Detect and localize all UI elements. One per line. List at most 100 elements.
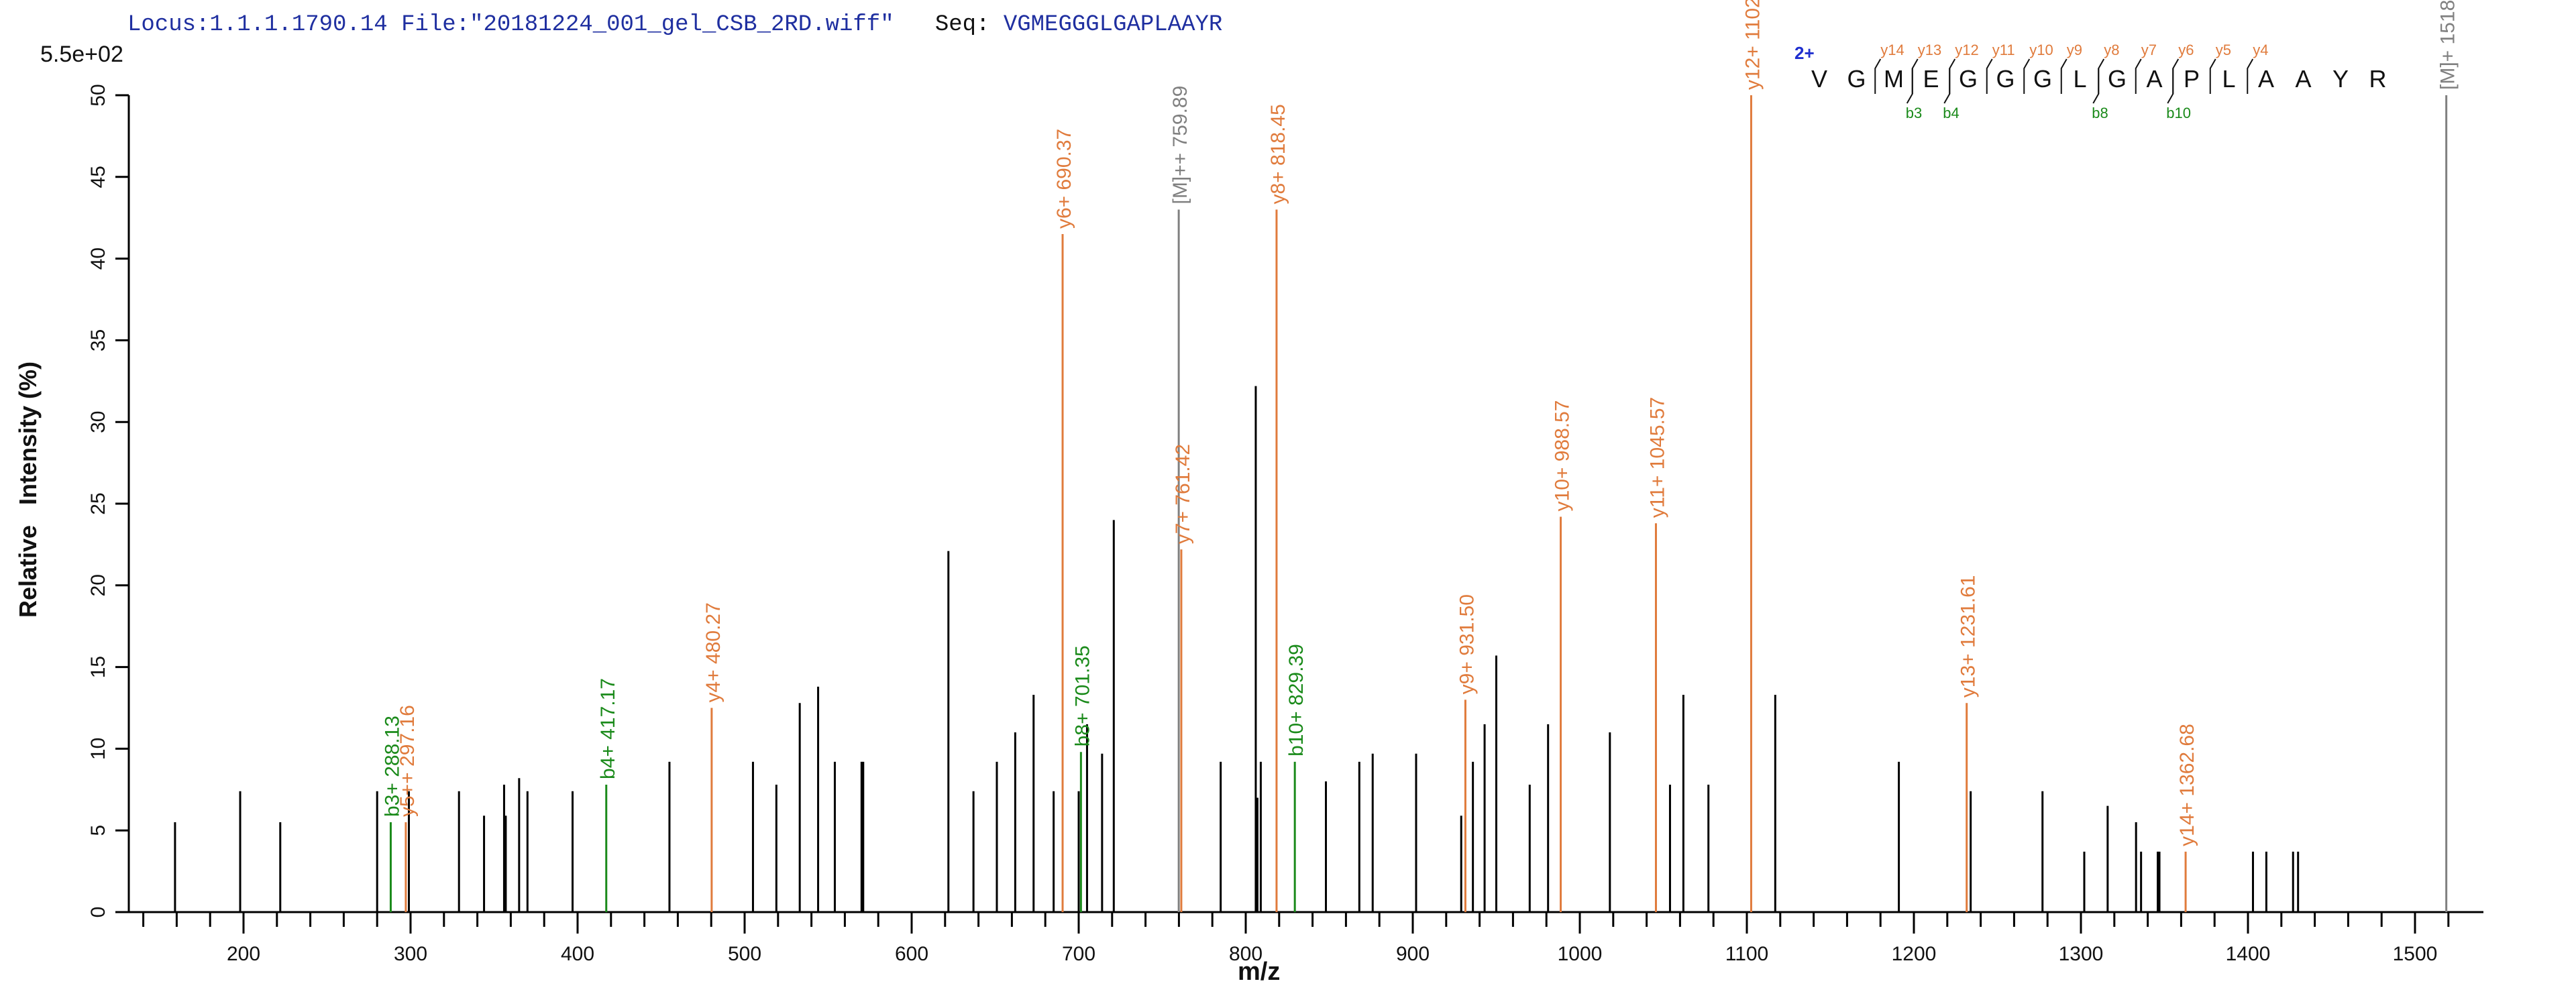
seq-label: Seq: [894, 12, 1004, 38]
file-value: "20181224_001_gel_CSB_2RD.wiff" [470, 12, 894, 38]
peaks [174, 95, 2448, 912]
b-cleavage-mark [1906, 68, 1913, 104]
residue: R [2369, 65, 2387, 93]
residue: V [1811, 65, 1827, 93]
residue: G [1959, 65, 1978, 93]
x-tick-label: 1000 [1558, 943, 1603, 965]
y-ion-label: y13 [1918, 42, 1941, 58]
x-tick-label: 1500 [2393, 943, 2438, 965]
b-ion-label: b8 [2092, 105, 2108, 121]
y-cleavage-mark [1911, 58, 1919, 94]
peak-label: y9+ 931.50 [1456, 594, 1478, 694]
y-tick-label: 35 [87, 329, 109, 351]
residue: E [1923, 65, 1939, 93]
peak-label: [M]+ 1518.74 [2437, 0, 2459, 90]
locus-value: 1.1.1.1790.14 [209, 12, 388, 38]
y-cleavage-mark [2060, 58, 2068, 94]
x-tick-label: 600 [895, 943, 928, 965]
peak-label: [M]++ 759.89 [1169, 86, 1191, 205]
file-label: File: [387, 12, 470, 38]
locus-label: Locus: [127, 12, 210, 38]
y-cleavage-mark [2209, 58, 2216, 94]
charge-state: 2+ [1794, 43, 1815, 63]
x-tick-label: 1400 [2226, 943, 2271, 965]
residue: G [2108, 65, 2127, 93]
peak-label: y14+ 1362.68 [2176, 724, 2198, 846]
residue: G [2033, 65, 2052, 93]
residue: A [2295, 65, 2311, 93]
y-ion-label: y7 [2141, 42, 2157, 58]
y-ion-label: y11 [1992, 42, 2015, 58]
y-ion-label: y10 [2029, 42, 2053, 58]
y-ion-label: y6 [2178, 42, 2194, 58]
y-cleavage-mark [1986, 58, 1993, 94]
spectrum-header: Locus:1.1.1.1790.14 File:"20181224_001_g… [127, 12, 1222, 38]
b-ion-label: b3 [1906, 105, 1922, 121]
y-cleavage-mark [2247, 58, 2254, 94]
peak-label: b4+ 417.17 [597, 678, 619, 779]
b-cleavage-mark [1943, 68, 1951, 104]
y-tick-label: 30 [87, 411, 109, 433]
y-cleavage-mark [1949, 58, 1956, 94]
x-tick-label: 500 [728, 943, 761, 965]
peak-label: y6+ 690.37 [1053, 129, 1075, 229]
y-tick-label: 5 [87, 825, 109, 836]
peak-label: y7+ 761.42 [1172, 444, 1194, 544]
y-tick-label: 45 [87, 166, 109, 188]
y-cleavage-mark [1874, 58, 1882, 94]
residue: Y [2332, 65, 2349, 93]
y-ion-label: y8 [2104, 42, 2119, 58]
seq-value: VGMEGGGLGAPLAAYR [1003, 12, 1223, 38]
residue: P [2184, 65, 2200, 93]
x-tick-label: 1200 [1892, 943, 1937, 965]
y-tick-label: 20 [87, 574, 109, 596]
peak-label: b8+ 701.35 [1071, 645, 1093, 746]
x-tick-label: 800 [1229, 943, 1263, 965]
peak-label: y5++ 297.16 [396, 705, 419, 817]
b-cleavage-mark [2167, 68, 2174, 104]
x-tick-label: 300 [394, 943, 427, 965]
axes: 0 5 10 15 20 25 30 35 40 45 50 200 300 400 500 600 700 80… [87, 84, 2483, 965]
peak-label: y10+ 988.57 [1552, 400, 1574, 512]
residue: A [2146, 65, 2162, 93]
y-ion-label: y12 [1955, 42, 1978, 58]
b-ion-label: b4 [1943, 105, 1959, 121]
y-ion-label: y5 [2216, 42, 2231, 58]
peak-label: b10+ 829.39 [1285, 644, 1307, 757]
peak-label: y11+ 1045.57 [1646, 397, 1668, 518]
x-tick-label: 900 [1396, 943, 1430, 965]
y-cleavage-mark [2098, 58, 2105, 94]
y-cleavage-mark [2135, 58, 2142, 94]
residue: A [2258, 65, 2274, 93]
y-tick-label: 40 [87, 247, 109, 270]
residue: L [2073, 65, 2086, 93]
y-ion-label: y4 [2253, 42, 2268, 58]
x-tick-label: 200 [227, 943, 260, 965]
b-cleavage-mark [2092, 68, 2100, 104]
residue: L [2222, 65, 2235, 93]
y-tick-label: 25 [87, 492, 109, 514]
peak-label: y13+ 1231.61 [1957, 575, 1980, 698]
residue: G [1996, 65, 2015, 93]
peak-label: y12+ 1102.59 [1741, 0, 1764, 90]
intensity-scale-label: 5.5e+02 [40, 42, 123, 67]
y-tick-label: 0 [87, 907, 109, 918]
x-tick-label: 700 [1062, 943, 1095, 965]
y-cleavage-mark [2023, 58, 2031, 94]
x-axis-label: m/z [1238, 958, 1281, 986]
y-tick-label: 50 [87, 84, 109, 106]
residue: M [1884, 65, 1904, 93]
y-tick-label: 15 [87, 656, 109, 678]
peak-label: y8+ 818.45 [1267, 104, 1289, 204]
residue: G [1847, 65, 1866, 93]
y-tick-label: 10 [87, 738, 109, 760]
y-ion-label: y14 [1880, 42, 1904, 58]
x-tick-label: 1100 [1725, 943, 1769, 965]
b-ion-label: b10 [2166, 105, 2191, 121]
x-tick-label: 1300 [2059, 943, 2104, 965]
peak-label: b3+ 288.13 [381, 716, 403, 817]
peak-label: y4+ 480.27 [702, 602, 724, 702]
